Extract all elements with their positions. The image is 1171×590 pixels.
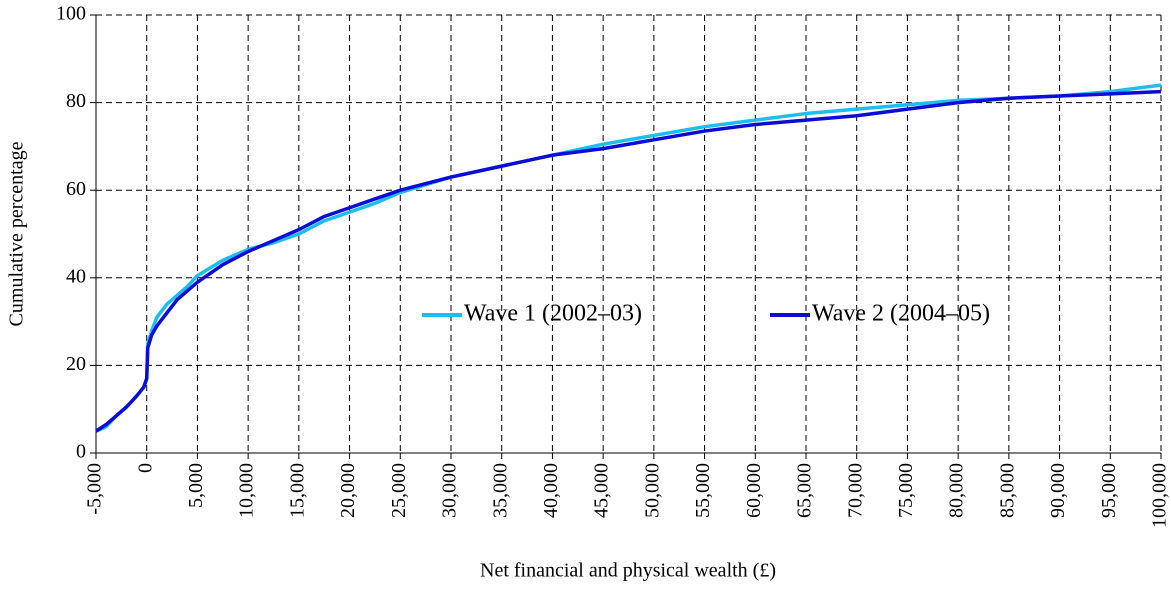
x-tick-label: 5,000	[185, 463, 207, 508]
x-tick-label: 20,000	[337, 463, 359, 518]
x-tick-label: 10,000	[236, 463, 258, 518]
x-tick-label: 65,000	[794, 463, 816, 518]
legend-label: Wave 1 (2002–03)	[464, 301, 642, 327]
x-tick-label: 15,000	[286, 463, 308, 518]
x-tick-label: 25,000	[388, 463, 410, 518]
x-tick-label: 0	[134, 463, 156, 473]
y-tick-label: 80	[66, 90, 86, 112]
series-line	[95, 89, 1162, 433]
y-tick-label: 40	[66, 265, 86, 287]
x-tick-label: 50,000	[641, 463, 663, 518]
x-tick-label: 100,000	[1149, 463, 1171, 528]
x-tick-label: 35,000	[489, 463, 511, 518]
y-tick-label: 0	[76, 441, 86, 463]
x-axis-title: Net financial and physical wealth (£)	[480, 560, 776, 582]
y-tick-label: 60	[66, 178, 86, 200]
x-tick-label: 45,000	[591, 463, 613, 518]
series-line	[95, 83, 1162, 433]
x-tick-label: 60,000	[743, 463, 765, 518]
x-tick-label: 85,000	[996, 463, 1018, 518]
y-tick-label: 100	[56, 3, 86, 25]
x-tick-label: 55,000	[692, 463, 714, 518]
legend-label: Wave 2 (2004–05)	[812, 301, 990, 327]
x-tick-label: -5,000	[84, 463, 106, 515]
x-tick-label: 70,000	[844, 463, 866, 518]
x-tick-label: 95,000	[1098, 463, 1120, 518]
x-tick-label: 90,000	[1047, 463, 1069, 518]
x-tick-label: 40,000	[540, 463, 562, 518]
x-tick-label: 80,000	[946, 463, 968, 518]
x-tick-label: 30,000	[439, 463, 461, 518]
x-tick-label: 75,000	[895, 463, 917, 518]
y-axis-title: Cumulative percentage	[6, 141, 28, 326]
y-tick-label: 20	[66, 353, 86, 375]
